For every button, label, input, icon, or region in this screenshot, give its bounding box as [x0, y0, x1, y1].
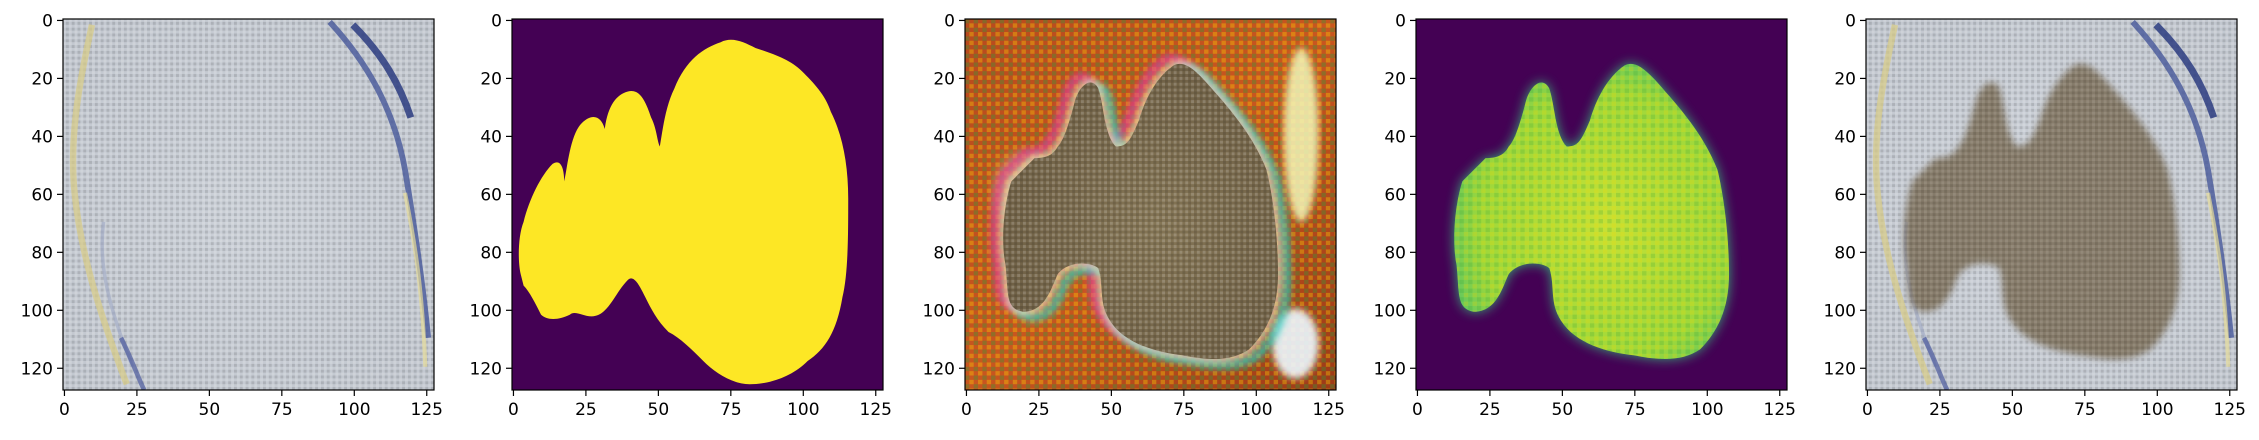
y-tick-label: 40	[31, 127, 53, 147]
y-tick-label: 20	[933, 69, 955, 89]
panel-frame	[1865, 18, 2238, 391]
y-tick-label: 60	[933, 185, 955, 205]
y-tick-label: 20	[1834, 69, 1856, 89]
x-tick-label: 0	[961, 400, 972, 420]
panel-overlay	[1866, 19, 2237, 390]
panel-predicted-mask	[1416, 19, 1787, 390]
panel-frame	[964, 18, 1337, 391]
x-tick-label: 100	[787, 400, 819, 420]
y-tick-label: 80	[933, 243, 955, 263]
y-tick-label: 60	[480, 185, 502, 205]
x-tick-label: 25	[1929, 400, 1951, 420]
x-tick-label: 100	[1240, 400, 1272, 420]
y-tick-label: 120	[1374, 359, 1406, 379]
y-tick-label: 60	[1834, 185, 1856, 205]
x-tick-label: 75	[720, 400, 742, 420]
x-tick-label: 25	[1028, 400, 1050, 420]
x-tick-label: 75	[1173, 400, 1195, 420]
y-tick-label: 100	[1374, 301, 1406, 321]
x-tick-label: 50	[648, 400, 670, 420]
y-tick-label: 0	[42, 11, 53, 31]
y-tick-label: 0	[944, 11, 955, 31]
y-tick-label: 40	[1384, 127, 1406, 147]
y-tick-label: 20	[480, 69, 502, 89]
vessel-wall-right	[2130, 19, 2235, 339]
x-tick-label: 125	[860, 400, 892, 420]
y-tick-label: 100	[21, 301, 53, 321]
y-tick-label: 80	[1384, 243, 1406, 263]
x-tick-label: 0	[508, 400, 519, 420]
vessel-wall-right	[327, 19, 432, 339]
x-tick-label: 125	[411, 400, 443, 420]
y-tick-label: 40	[480, 127, 502, 147]
x-tick-label: 0	[1862, 400, 1873, 420]
y-tick-label: 40	[933, 127, 955, 147]
y-tick-label: 0	[491, 11, 502, 31]
x-tick-label: 75	[271, 400, 293, 420]
y-tick-label: 80	[480, 243, 502, 263]
x-tick-label: 50	[1552, 400, 1574, 420]
y-tick-label: 20	[1384, 69, 1406, 89]
vessel-wall-left	[1872, 24, 1933, 386]
x-tick-label: 0	[1412, 400, 1423, 420]
x-tick-label: 75	[1624, 400, 1646, 420]
x-tick-label: 75	[2074, 400, 2096, 420]
y-tick-label: 20	[31, 69, 53, 89]
x-tick-label: 0	[59, 400, 70, 420]
panel-frame	[1415, 18, 1788, 391]
y-tick-label: 80	[1834, 243, 1856, 263]
y-tick-label: 60	[31, 185, 53, 205]
y-tick-label: 120	[470, 359, 502, 379]
x-tick-label: 100	[1691, 400, 1723, 420]
panel-input-image	[63, 19, 434, 390]
y-tick-label: 120	[923, 359, 955, 379]
x-tick-label: 25	[126, 400, 148, 420]
y-tick-label: 0	[1395, 11, 1406, 31]
y-tick-label: 100	[923, 301, 955, 321]
vessel-wall-left	[69, 24, 130, 386]
x-tick-label: 25	[575, 400, 597, 420]
y-tick-label: 40	[1834, 127, 1856, 147]
x-tick-label: 50	[1101, 400, 1123, 420]
x-tick-label: 50	[2002, 400, 2024, 420]
y-tick-label: 100	[470, 301, 502, 321]
y-tick-label: 120	[21, 359, 53, 379]
x-tick-label: 50	[199, 400, 221, 420]
panel-reconstruction	[965, 19, 1336, 390]
y-tick-label: 100	[1824, 301, 1856, 321]
x-tick-label: 100	[2141, 400, 2173, 420]
panel-frame	[511, 18, 884, 391]
panel-ground-truth-mask	[512, 19, 883, 390]
y-tick-label: 0	[1845, 11, 1856, 31]
x-tick-label: 25	[1479, 400, 1501, 420]
panel-frame	[62, 18, 435, 391]
x-tick-label: 125	[1313, 400, 1345, 420]
x-tick-label: 100	[338, 400, 370, 420]
x-tick-label: 125	[1764, 400, 1796, 420]
y-tick-label: 120	[1824, 359, 1856, 379]
x-tick-label: 125	[2214, 400, 2246, 420]
y-tick-label: 80	[31, 243, 53, 263]
y-tick-label: 60	[1384, 185, 1406, 205]
